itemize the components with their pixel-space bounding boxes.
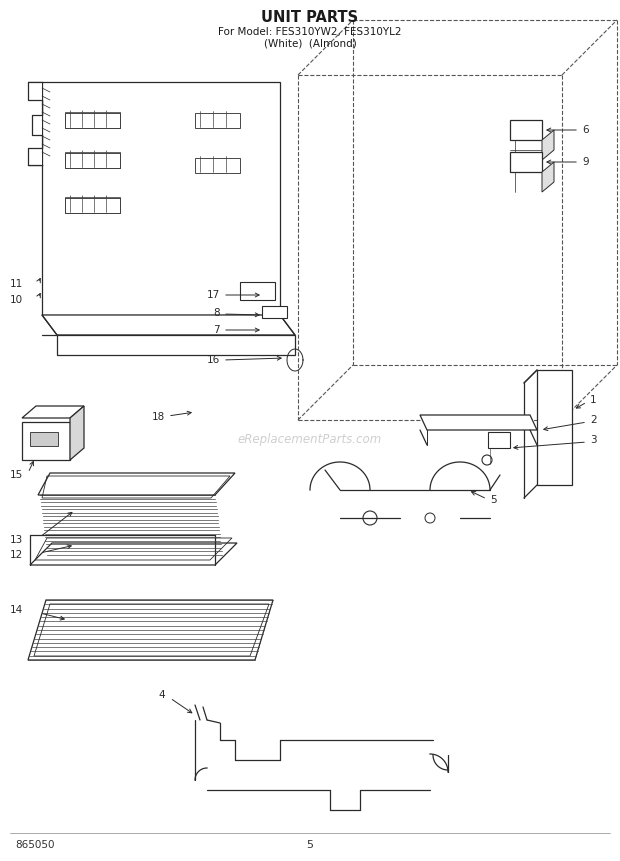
Bar xyxy=(65,152,120,168)
Bar xyxy=(22,422,70,460)
Text: 17: 17 xyxy=(206,290,220,300)
Bar xyxy=(65,113,120,128)
Text: 6: 6 xyxy=(582,125,588,135)
Bar xyxy=(262,306,287,318)
Text: 3: 3 xyxy=(590,435,596,445)
Polygon shape xyxy=(57,335,295,355)
Bar xyxy=(195,158,240,173)
Text: 5: 5 xyxy=(490,495,497,505)
Polygon shape xyxy=(70,406,84,460)
Polygon shape xyxy=(22,406,84,418)
Polygon shape xyxy=(42,82,280,315)
Bar xyxy=(510,120,542,140)
Polygon shape xyxy=(537,370,572,485)
Bar xyxy=(240,282,275,300)
Text: 12: 12 xyxy=(10,550,24,560)
Text: 1: 1 xyxy=(590,395,596,405)
Text: 4: 4 xyxy=(158,690,165,700)
Text: UNIT PARTS: UNIT PARTS xyxy=(262,10,358,26)
Text: 18: 18 xyxy=(152,412,165,422)
Text: For Model: FES310YW2, FES310YL2: For Model: FES310YW2, FES310YL2 xyxy=(218,27,402,37)
Circle shape xyxy=(482,455,492,465)
Polygon shape xyxy=(542,162,554,192)
Polygon shape xyxy=(28,600,273,660)
Bar xyxy=(510,152,542,172)
Circle shape xyxy=(271,291,279,299)
Text: 11: 11 xyxy=(10,279,24,289)
Bar xyxy=(65,198,120,213)
Polygon shape xyxy=(420,415,537,430)
Bar xyxy=(65,112,120,128)
Bar xyxy=(30,432,58,446)
Text: eReplacementParts.com: eReplacementParts.com xyxy=(238,433,382,447)
Bar xyxy=(488,432,510,448)
Text: 16: 16 xyxy=(206,355,220,365)
Text: 8: 8 xyxy=(213,308,220,318)
Text: 2: 2 xyxy=(590,415,596,425)
Text: (White)  (Almond): (White) (Almond) xyxy=(264,39,356,49)
Polygon shape xyxy=(30,543,237,565)
Polygon shape xyxy=(14,82,42,165)
Text: 14: 14 xyxy=(10,605,24,615)
Text: 865050: 865050 xyxy=(15,840,55,850)
Bar xyxy=(65,153,120,168)
Circle shape xyxy=(142,192,198,248)
Text: 15: 15 xyxy=(10,470,24,480)
Text: 10: 10 xyxy=(10,295,23,305)
Bar xyxy=(195,113,240,128)
Text: 5: 5 xyxy=(306,840,314,850)
Polygon shape xyxy=(42,315,295,335)
Polygon shape xyxy=(542,130,554,160)
Text: 9: 9 xyxy=(582,157,588,167)
Text: 13: 13 xyxy=(10,535,24,545)
Text: 7: 7 xyxy=(213,325,220,335)
Bar xyxy=(65,197,120,213)
